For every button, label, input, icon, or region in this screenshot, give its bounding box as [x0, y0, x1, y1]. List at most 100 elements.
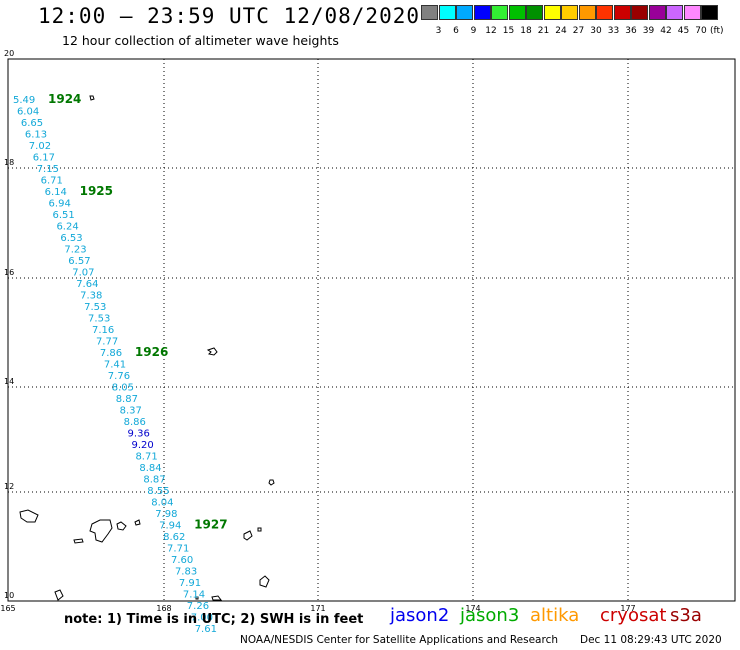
- swh-label: 5.49: [13, 95, 35, 106]
- swh-label: 8.87: [143, 475, 165, 486]
- map-frame: [7, 58, 736, 602]
- colorbar-label: 18: [520, 26, 532, 36]
- latitude-label: 20: [4, 49, 14, 58]
- satellite-name: jason3: [460, 605, 520, 626]
- swh-label: 6.24: [56, 222, 78, 233]
- swh-label: 7.98: [155, 509, 177, 520]
- swh-label: 8.04: [151, 498, 173, 509]
- colorbar-swatch: [613, 5, 631, 20]
- swh-label: 6.94: [49, 199, 71, 210]
- swh-label: 7.00: [191, 613, 213, 624]
- island-outline: [268, 479, 275, 486]
- swh-label: 6.53: [60, 233, 82, 244]
- swh-label: 6.14: [45, 187, 67, 198]
- latitude-label: 16: [4, 268, 14, 277]
- colorbar-label: 39: [642, 26, 655, 36]
- swh-label: 8.86: [124, 417, 146, 428]
- swh-label: 8.37: [120, 406, 142, 417]
- swh-label: 7.41: [104, 360, 126, 371]
- swh-label: 9.36: [128, 429, 150, 440]
- swh-label: 7.64: [76, 279, 98, 290]
- credit-text: NOAA/NESDIS Center for Satellite Applica…: [240, 634, 558, 646]
- swh-label: 7.91: [179, 578, 201, 589]
- colorbar-label: 6: [453, 26, 459, 36]
- longitude-label: 171: [310, 604, 325, 613]
- colorbar-label: 70: [695, 26, 707, 36]
- swh-label: 8.55: [147, 486, 169, 497]
- swh-label: 6.57: [68, 256, 90, 267]
- swh-label: 7.16: [92, 325, 114, 336]
- swh-label: 7.60: [171, 555, 193, 566]
- colorbar-swatch: [596, 5, 613, 20]
- swh-label: 6.13: [25, 130, 47, 141]
- island-outline: [134, 519, 141, 526]
- longitude-label: 165: [0, 604, 15, 613]
- colorbar-swatch: [456, 5, 473, 20]
- colorbar-swatch: [526, 5, 543, 20]
- satellite-name: cryosat: [600, 605, 667, 626]
- map-subtitle: 12 hour collection of altimeter wave hei…: [62, 33, 339, 48]
- colorbar-swatch: [578, 5, 596, 20]
- island-outline: [243, 530, 253, 541]
- swh-label: 8.62: [163, 532, 185, 543]
- colorbar-unit: (ft): [710, 26, 724, 36]
- footer-note: note: 1) Time is in UTC; 2) SWH is in fe…: [64, 612, 364, 627]
- swh-label: 7.83: [175, 567, 197, 578]
- swh-label: 7.38: [80, 291, 102, 302]
- island-outline: [54, 589, 64, 601]
- island-outline: [89, 95, 95, 101]
- colorbar-label: 27: [572, 26, 585, 36]
- colorbar-label: 30: [590, 26, 602, 36]
- swh-label: 7.94: [159, 521, 181, 532]
- longitude-label: 168: [156, 604, 171, 613]
- island-outline: [116, 521, 127, 531]
- island-outline: [73, 538, 84, 544]
- swh-label: 6.51: [53, 210, 75, 221]
- colorbar-swatch: [491, 5, 508, 20]
- colorbar-label: 33: [607, 26, 620, 36]
- longitude-label: 177: [620, 604, 635, 613]
- island-outline: [19, 509, 39, 523]
- swh-label: 7.07: [72, 268, 94, 279]
- swh-label: 7.23: [64, 245, 86, 256]
- swh-label: 7.86: [100, 348, 122, 359]
- colorbar-swatch: [508, 5, 526, 20]
- satellite-name: s3a: [670, 605, 702, 626]
- swh-label: 7.26: [187, 601, 209, 612]
- satellite-name: jason2: [390, 605, 450, 626]
- island-outline: [211, 595, 222, 601]
- swh-label: 7.53: [88, 314, 110, 325]
- island-outline: [257, 527, 262, 532]
- map-title: 12:00 – 23:59 UTC 12/08/2020: [38, 4, 421, 28]
- swh-label: 7.61: [195, 624, 217, 635]
- swh-label: 9.20: [132, 440, 154, 451]
- swh-label: 6.17: [33, 153, 55, 164]
- colorbar-label: 36: [625, 26, 637, 36]
- colorbar-label: 12: [485, 26, 497, 36]
- colorbar-swatch: [421, 5, 438, 20]
- swh-label: 7.14: [183, 590, 205, 601]
- colorbar-label: 24: [555, 26, 567, 36]
- colorbar-label: 45: [677, 26, 690, 36]
- swh-label: 7.76: [108, 371, 130, 382]
- swh-label: 7.71: [167, 544, 189, 555]
- swh-label: 7.02: [29, 141, 51, 152]
- colorbar-label: 3: [435, 26, 442, 36]
- colorbar-swatch: [683, 5, 701, 20]
- colorbar-swatch: [473, 5, 491, 20]
- pass-time-label: 1924: [48, 92, 81, 106]
- island-outline: [259, 575, 270, 588]
- island-outline: [89, 519, 113, 543]
- generation-timestamp: Dec 11 08:29:43 UTC 2020: [580, 634, 722, 646]
- colorbar-label: 9: [470, 26, 477, 36]
- longitude-label: 174: [465, 604, 480, 613]
- satellite-name: altika: [530, 605, 580, 626]
- island-outline: [206, 347, 218, 356]
- colorbar-label: 42: [660, 26, 672, 36]
- swh-label: 7.77: [96, 337, 118, 348]
- swh-label: 8.71: [135, 452, 157, 463]
- swh-label: 6.65: [21, 118, 43, 129]
- pass-time-label: 1926: [135, 345, 168, 359]
- colorbar-swatch: [701, 5, 718, 20]
